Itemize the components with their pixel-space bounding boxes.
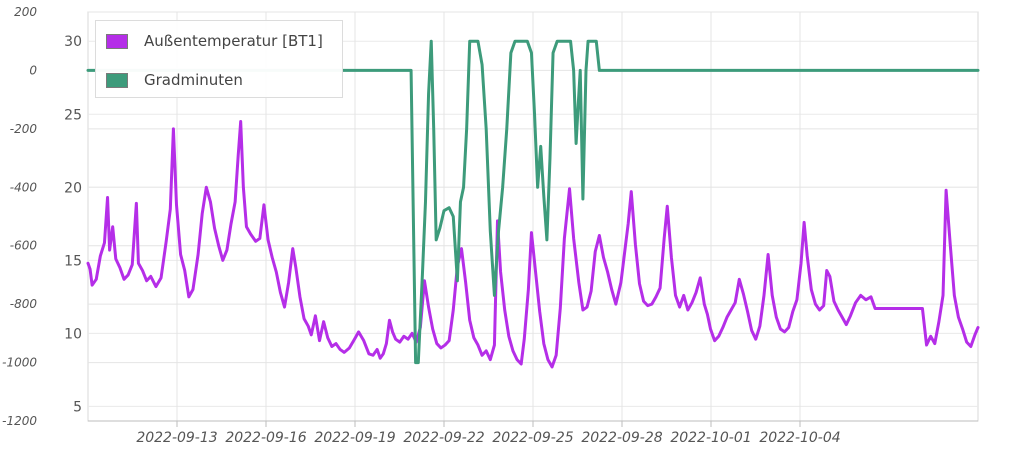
legend-label-gradminuten: Gradminuten bbox=[144, 71, 243, 89]
left-axis-tick-label: -800 bbox=[10, 297, 38, 311]
left-axis-tick-label: -1000 bbox=[2, 356, 37, 370]
right-axis-tick-label: 10 bbox=[64, 326, 82, 342]
series-layer bbox=[86, 39, 980, 369]
left-axis-tick-label: 200 bbox=[14, 5, 37, 19]
right-axis-tick-label: 30 bbox=[64, 34, 82, 50]
x-axis-tick-label: 2022-09-13 bbox=[136, 430, 217, 446]
legend-item-aussentemperatur: Außentemperatur [BT1] bbox=[106, 29, 323, 53]
right-axis-tick-label: 25 bbox=[64, 107, 82, 123]
left-axis-tick-label: -600 bbox=[10, 239, 38, 253]
legend-item-gradminuten: Gradminuten bbox=[106, 68, 243, 92]
legend-swatch-gradminuten bbox=[106, 72, 128, 88]
x-axis-tick-label: 2022-09-19 bbox=[314, 430, 395, 446]
labels-layer: 200 0 -200 -400 -600 -800 -1000 -1200 30 25 20 15 10… bbox=[2, 5, 841, 446]
x-axis-tick-label: 2022-09-22 bbox=[403, 430, 484, 446]
left-axis-tick-label: -200 bbox=[10, 122, 38, 136]
right-axis-tick-label: 5 bbox=[73, 399, 82, 415]
temperature-series-line bbox=[86, 120, 980, 369]
x-axis-tick-label: 2022-10-04 bbox=[759, 430, 840, 446]
legend: Außentemperatur [BT1] Gradminuten bbox=[95, 20, 343, 98]
x-axis-tick-label: 2022-09-25 bbox=[492, 430, 573, 446]
x-axis-tick-label: 2022-09-16 bbox=[225, 430, 306, 446]
right-axis-tick-label: 20 bbox=[64, 180, 82, 196]
legend-swatch-aussentemperatur bbox=[106, 33, 128, 49]
x-axis-tick-label: 2022-10-01 bbox=[670, 430, 751, 446]
axis-layer bbox=[88, 420, 978, 427]
legend-label-aussentemperatur: Außentemperatur [BT1] bbox=[144, 32, 323, 50]
right-axis-tick-label: 15 bbox=[64, 253, 82, 269]
gradminuten-series-line bbox=[86, 39, 980, 365]
left-axis-tick-label: -400 bbox=[10, 180, 38, 194]
left-axis-tick-label: 0 bbox=[29, 63, 37, 77]
x-axis-tick-label: 2022-09-28 bbox=[581, 430, 662, 446]
left-axis-tick-label: -1200 bbox=[2, 414, 37, 428]
